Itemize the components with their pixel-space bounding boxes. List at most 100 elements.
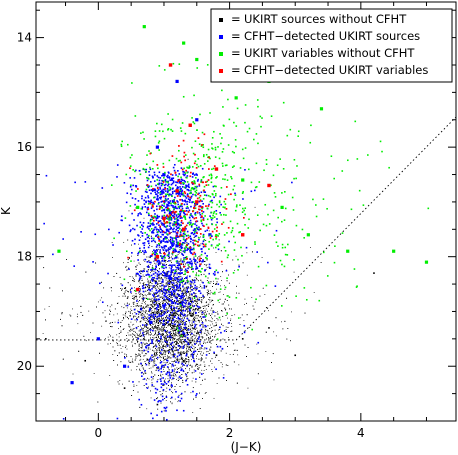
data-point	[156, 368, 158, 370]
data-point	[138, 301, 140, 303]
data-point	[162, 357, 164, 359]
data-point	[195, 303, 196, 304]
data-point	[154, 267, 156, 269]
data-point	[179, 347, 181, 349]
data-point	[165, 277, 167, 279]
data-point	[194, 338, 195, 340]
data-point	[110, 310, 111, 312]
data-point	[154, 300, 156, 301]
y-tick-label: 20	[17, 359, 32, 373]
data-point	[191, 313, 192, 315]
data-point	[178, 400, 180, 402]
data-point	[256, 343, 258, 345]
data-point	[154, 315, 156, 317]
data-point	[138, 311, 139, 313]
data-point	[139, 290, 141, 292]
data-point	[158, 246, 160, 248]
data-point	[181, 377, 183, 379]
data-point	[128, 330, 130, 331]
data-point	[204, 327, 206, 329]
data-point	[128, 361, 130, 363]
data-point	[180, 259, 182, 261]
data-point	[158, 275, 160, 277]
data-point	[167, 239, 169, 241]
data-point	[175, 329, 177, 330]
data-point	[174, 293, 176, 295]
data-point	[152, 349, 153, 351]
data-point	[184, 344, 186, 345]
data-point	[128, 310, 129, 312]
data-point	[167, 342, 168, 344]
data-point	[163, 336, 165, 338]
data-point	[187, 299, 189, 301]
data-point	[191, 268, 192, 270]
data-point	[193, 371, 195, 373]
data-point	[175, 372, 177, 374]
data-point	[184, 341, 185, 343]
data-point	[187, 310, 189, 312]
data-point	[169, 342, 171, 344]
data-point	[156, 340, 158, 342]
data-point	[193, 369, 195, 371]
data-point	[169, 347, 171, 349]
data-point	[153, 258, 155, 260]
data-point	[129, 315, 130, 317]
data-point	[178, 319, 180, 321]
data-point	[175, 375, 177, 377]
data-point	[188, 297, 189, 299]
data-point	[139, 294, 140, 296]
data-point	[142, 319, 144, 321]
data-point	[180, 313, 181, 315]
data-point	[165, 317, 167, 319]
data-point	[154, 304, 156, 305]
data-point	[204, 393, 206, 394]
data-point	[205, 240, 207, 241]
data-point	[171, 315, 172, 317]
data-point	[151, 316, 152, 317]
data-point	[185, 315, 187, 317]
data-point	[185, 292, 186, 294]
data-point	[170, 297, 172, 299]
data-point	[233, 343, 235, 345]
data-point	[151, 304, 153, 306]
data-point	[146, 323, 148, 324]
data-point	[155, 312, 157, 314]
data-point	[200, 358, 202, 360]
data-point	[210, 337, 212, 339]
data-point	[179, 348, 180, 350]
data-point	[186, 295, 187, 296]
data-point	[175, 285, 177, 287]
data-point	[157, 347, 159, 349]
data-point	[140, 358, 142, 360]
data-point	[120, 330, 122, 332]
data-point	[151, 270, 152, 272]
data-point	[112, 336, 114, 338]
data-point	[228, 304, 230, 306]
data-point	[123, 328, 125, 329]
data-point	[172, 310, 174, 311]
data-point	[127, 332, 129, 334]
data-point	[182, 361, 184, 363]
data-point	[268, 310, 269, 312]
data-point	[212, 335, 213, 337]
data-point	[154, 330, 156, 332]
data-point	[158, 337, 160, 339]
data-point	[146, 331, 148, 333]
data-point	[161, 282, 163, 284]
data-point	[140, 347, 142, 348]
data-point	[130, 321, 132, 323]
data-point	[102, 312, 104, 314]
data-point	[116, 313, 118, 315]
data-point	[161, 313, 163, 315]
data-point	[144, 324, 146, 326]
data-point	[39, 258, 41, 260]
data-point	[186, 372, 188, 374]
data-point	[209, 301, 211, 303]
data-point	[148, 329, 149, 331]
data-point	[62, 290, 63, 292]
data-point	[195, 275, 197, 277]
data-point	[172, 329, 174, 331]
data-point	[171, 313, 173, 315]
data-point	[160, 310, 162, 312]
